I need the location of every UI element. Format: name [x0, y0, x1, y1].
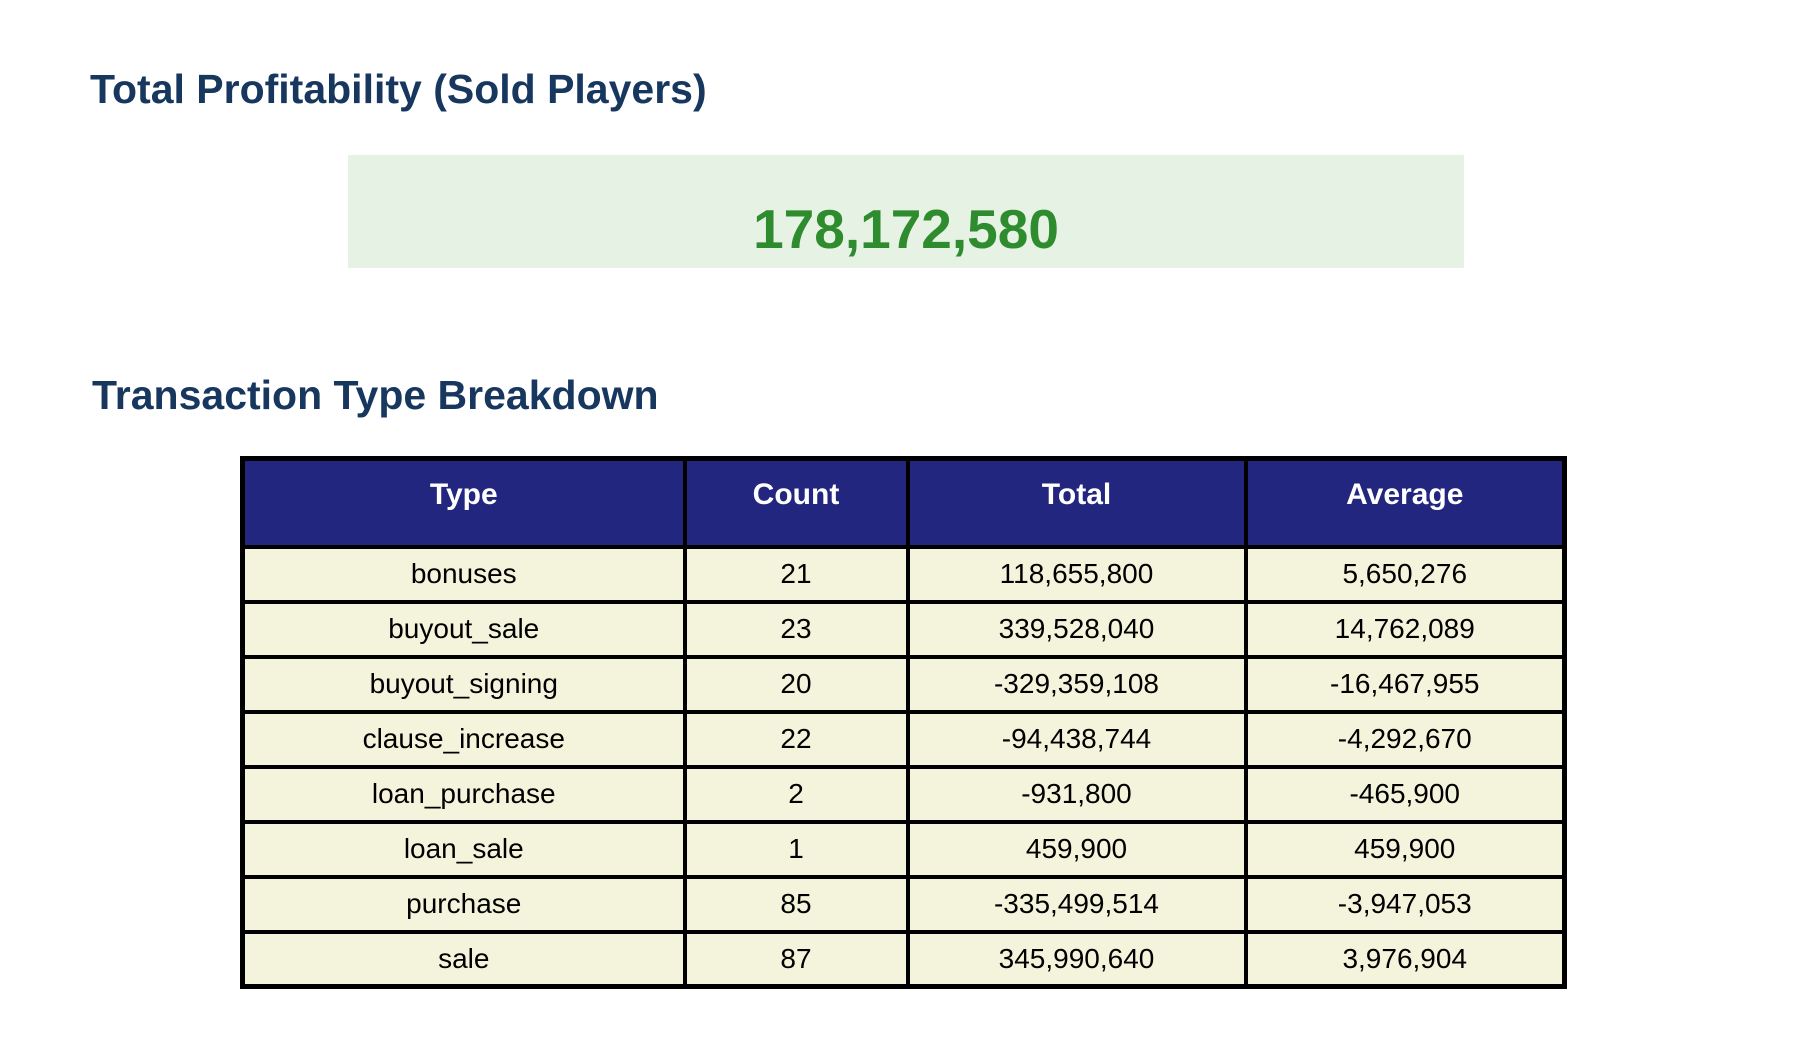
cell-type: loan_sale	[240, 819, 687, 879]
table-header-row: Type Count Total Average	[240, 456, 1567, 549]
cell-count: 87	[682, 929, 910, 989]
column-header-total: Total	[905, 456, 1248, 549]
section-title-transaction-breakdown: Transaction Type Breakdown	[92, 372, 659, 418]
cell-total: 118,655,800	[905, 544, 1248, 604]
column-header-count: Count	[682, 456, 910, 549]
cell-type: buyout_signing	[240, 654, 687, 714]
cell-count: 2	[682, 764, 910, 824]
cell-count: 23	[682, 599, 910, 659]
cell-type: loan_purchase	[240, 764, 687, 824]
cell-average: -3,947,053	[1243, 874, 1567, 934]
section-title-total-profitability: Total Profitability (Sold Players)	[90, 66, 707, 112]
cell-count: 85	[682, 874, 910, 934]
cell-total: -94,438,744	[905, 709, 1248, 769]
column-header-type: Type	[240, 456, 687, 549]
cell-average: -465,900	[1243, 764, 1567, 824]
cell-type: clause_increase	[240, 709, 687, 769]
table-row: loan_sale 1 459,900 459,900	[240, 819, 1567, 879]
cell-type: bonuses	[240, 544, 687, 604]
table-row: buyout_signing 20 -329,359,108 -16,467,955	[240, 654, 1567, 714]
column-header-average: Average	[1243, 456, 1567, 549]
cell-total: 459,900	[905, 819, 1248, 879]
cell-total: -335,499,514	[905, 874, 1248, 934]
table-row: buyout_sale 23 339,528,040 14,762,089	[240, 599, 1567, 659]
cell-count: 1	[682, 819, 910, 879]
cell-average: 14,762,089	[1243, 599, 1567, 659]
cell-average: 3,976,904	[1243, 929, 1567, 989]
cell-average: 5,650,276	[1243, 544, 1567, 604]
cell-average: 459,900	[1243, 819, 1567, 879]
cell-total: -931,800	[905, 764, 1248, 824]
cell-total: -329,359,108	[905, 654, 1248, 714]
cell-type: sale	[240, 929, 687, 989]
table-row: sale 87 345,990,640 3,976,904	[240, 929, 1567, 989]
table-row: bonuses 21 118,655,800 5,650,276	[240, 544, 1567, 604]
cell-average: -16,467,955	[1243, 654, 1567, 714]
cell-total: 345,990,640	[905, 929, 1248, 989]
cell-average: -4,292,670	[1243, 709, 1567, 769]
cell-total: 339,528,040	[905, 599, 1248, 659]
cell-count: 22	[682, 709, 910, 769]
transaction-type-table: Type Count Total Average bonuses 21 118,655,8…	[240, 456, 1567, 989]
cell-type: buyout_sale	[240, 599, 687, 659]
cell-type: purchase	[240, 874, 687, 934]
cell-count: 20	[682, 654, 910, 714]
table-row: loan_purchase 2 -931,800 -465,900	[240, 764, 1567, 824]
table-row: clause_increase 22 -94,438,744 -4,292,670	[240, 709, 1567, 769]
total-profit-value: 178,172,580	[753, 197, 1059, 260]
cell-count: 21	[682, 544, 910, 604]
table-row: purchase 85 -335,499,514 -3,947,053	[240, 874, 1567, 934]
total-profit-box: 178,172,580	[348, 155, 1464, 268]
